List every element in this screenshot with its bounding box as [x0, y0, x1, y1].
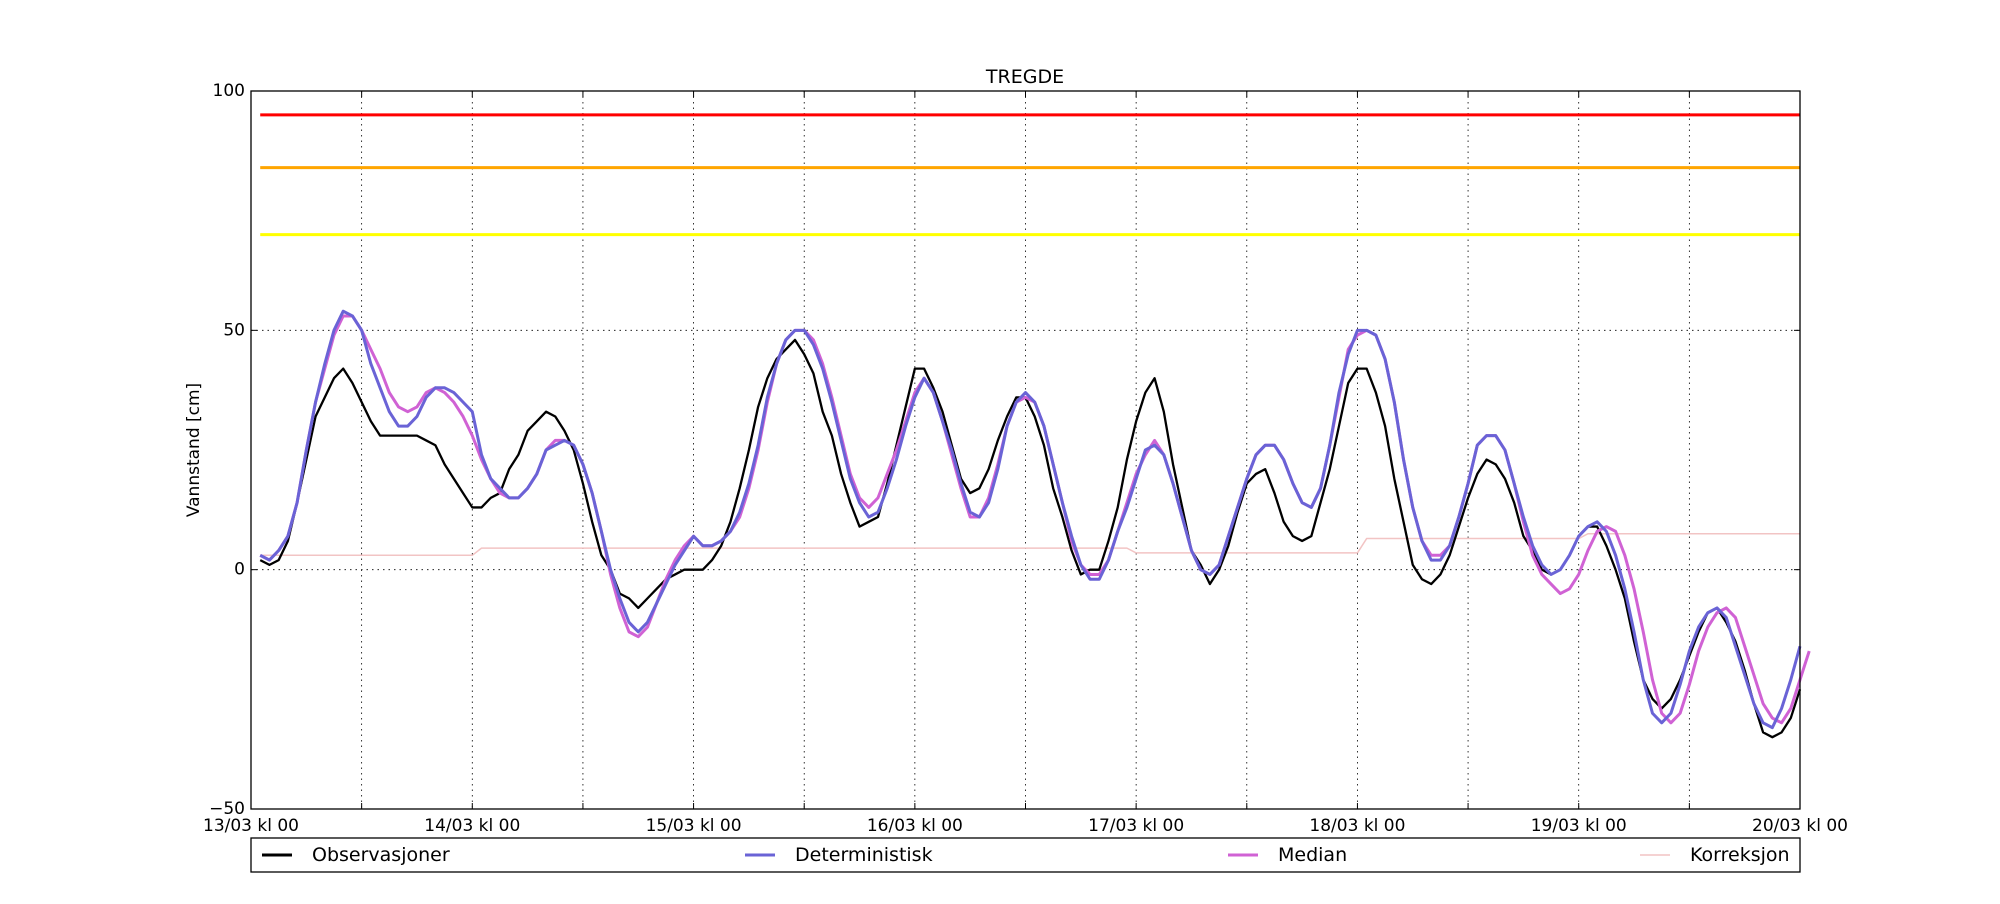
- x-tick-label: 19/03 kl 00: [1531, 816, 1627, 836]
- x-tick-label: 16/03 kl 00: [867, 816, 963, 836]
- grid: [251, 91, 1800, 809]
- series-line-korreksjon: [260, 533, 1800, 557]
- x-tick-label: 18/03 kl 00: [1309, 816, 1405, 836]
- series-lines: [259, 309, 1811, 739]
- legend-label-deterministisk: Deterministisk: [795, 844, 933, 866]
- legend-frame: [250, 837, 1801, 873]
- x-tick-label: 13/03 kl 00: [203, 816, 299, 836]
- y-tick-label: −50: [209, 799, 245, 819]
- y-tick-label: 50: [223, 320, 245, 340]
- legend: Observasjoner Deterministisk Median Korreks…: [250, 837, 1801, 873]
- x-tick-label: 14/03 kl 00: [424, 816, 520, 836]
- legend-label-korreksjon: Korreksjon: [1690, 844, 1790, 866]
- y-ticks: −50 0 50 100: [209, 81, 1800, 819]
- legend-label-median: Median: [1278, 844, 1347, 866]
- x-tick-label: 17/03 kl 00: [1088, 816, 1184, 836]
- series-line-median: [259, 314, 1811, 725]
- x-tick-label: 15/03 kl 00: [646, 816, 742, 836]
- y-tick-label: 100: [213, 81, 245, 101]
- x-tick-label: 20/03 kl 00: [1752, 816, 1848, 836]
- y-tick-label: 0: [234, 560, 245, 580]
- y-axis-label: Vannstand [cm]: [184, 383, 204, 517]
- legend-label-observasjoner: Observasjoner: [312, 844, 450, 866]
- threshold-lines: [260, 113, 1800, 237]
- series-line-observasjoner: [259, 338, 1802, 739]
- series-line-deterministisk: [259, 309, 1802, 730]
- chart-title: TREGDE: [985, 66, 1064, 88]
- x-ticks: 13/03 kl 00 14/03 kl 00 15/03 kl 00 16/03 k…: [203, 91, 1848, 836]
